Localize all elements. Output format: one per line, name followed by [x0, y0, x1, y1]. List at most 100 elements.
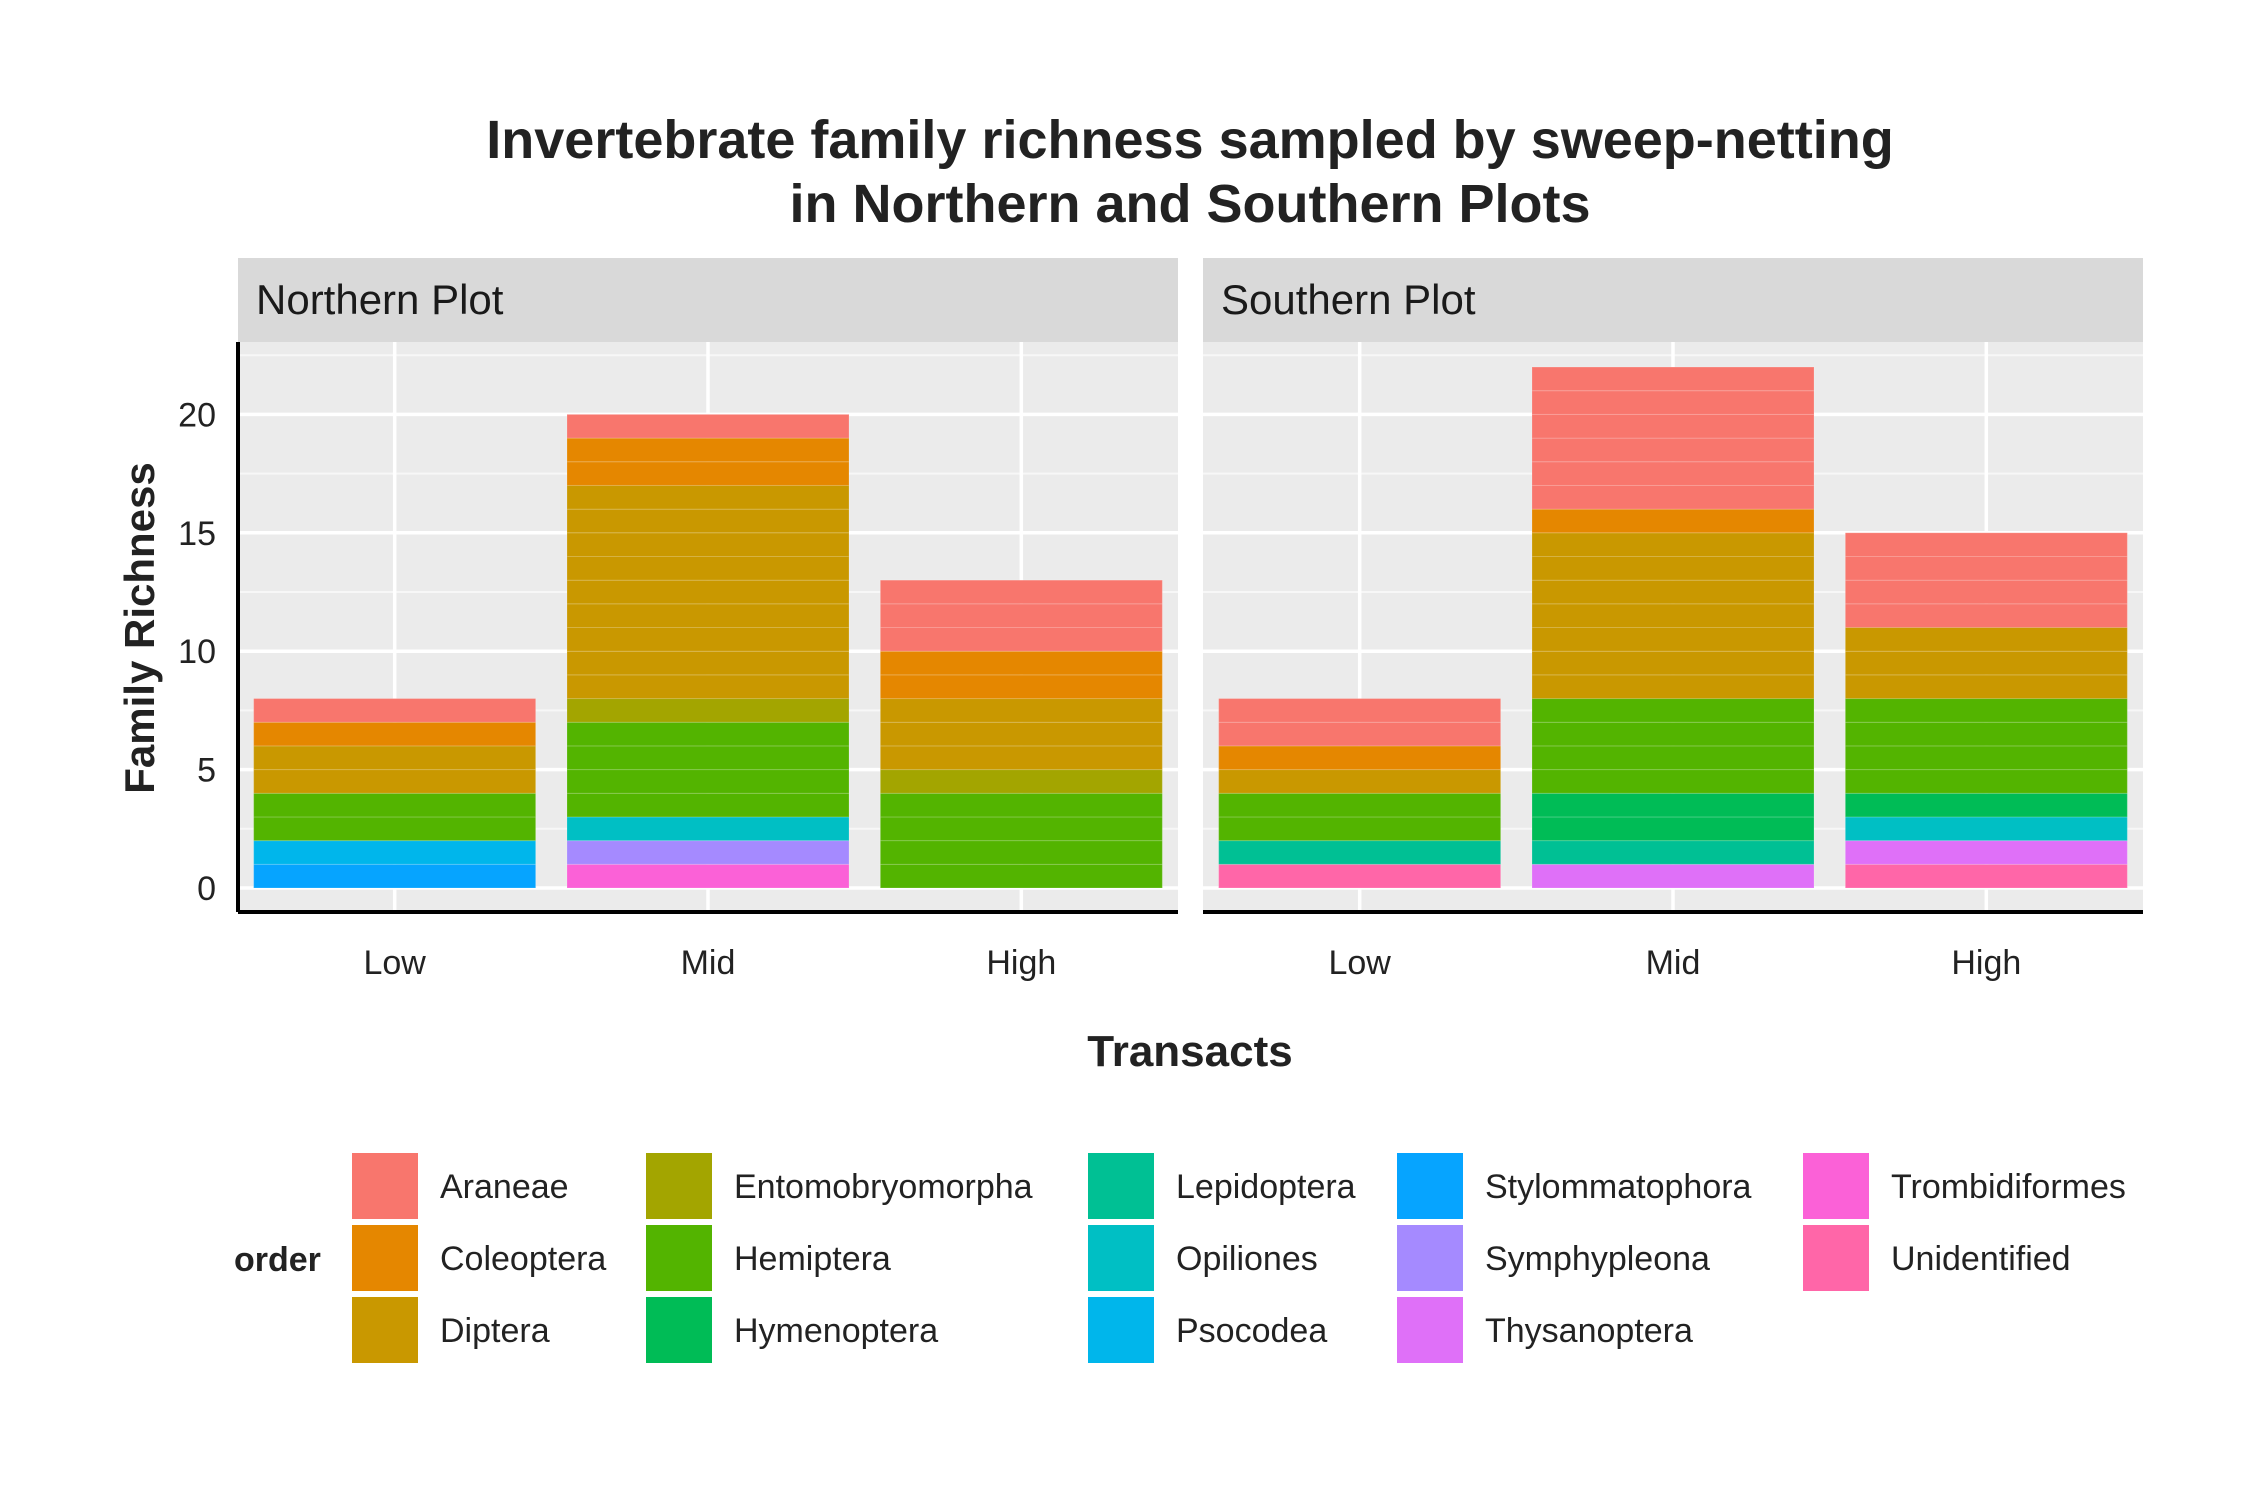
bar-segment-hemiptera [1531, 745, 1815, 771]
bar-segment-hemiptera [566, 792, 850, 818]
bar-segment-araneae [1531, 366, 1815, 392]
bar-segment-diptera [1218, 769, 1502, 794]
bar-high [1844, 532, 2128, 889]
bar-segment-diptera [1531, 555, 1815, 581]
bar-segment-diptera [253, 769, 537, 794]
bar-segment-araneae [1844, 579, 2128, 605]
bar-segment-opiliones [1844, 816, 2128, 842]
x-tick-label: Low [363, 944, 426, 982]
legend-key-swatch [352, 1297, 418, 1363]
legend-entry-unidentified: Unidentified [1803, 1225, 2071, 1291]
legend-key-swatch [646, 1297, 712, 1363]
bar-segment-diptera [253, 745, 537, 771]
y-tick-label: 10 [178, 633, 216, 671]
bar-segment-coleoptera [253, 721, 537, 747]
bar-segment-araneae [1531, 413, 1815, 439]
bar-segment-diptera [879, 745, 1163, 771]
bar-low [253, 698, 537, 889]
legend-key-swatch [646, 1153, 712, 1219]
bar-segment-diptera [1844, 650, 2128, 676]
bar-segment-hemiptera [879, 863, 1163, 889]
x-tick-label: High [1951, 944, 2021, 982]
bar-segment-hemiptera [253, 792, 537, 818]
bar-segment-diptera [1531, 603, 1815, 629]
bar-segment-coleoptera [1218, 745, 1502, 771]
panel-southern-plot: Southern Plot Low Mid High [1203, 258, 2143, 982]
legend-entry-label: Araneae [440, 1168, 569, 1206]
bar-segment-diptera [1531, 627, 1815, 652]
bar-segment-diptera [566, 508, 850, 534]
panel-strip-label: Southern Plot [1221, 276, 1476, 323]
bar-segment-hemiptera [1844, 698, 2128, 723]
bar-segment-araneae [253, 698, 537, 723]
legend-entry-label: Unidentified [1891, 1240, 2071, 1278]
bar-segment-diptera [1531, 674, 1815, 700]
bar-segment-hemiptera [1531, 769, 1815, 794]
bar-segment-araneae [1531, 461, 1815, 486]
bar-segment-diptera [566, 650, 850, 676]
bar-segment-hemiptera [1844, 745, 2128, 771]
bar-segment-diptera [1844, 627, 2128, 652]
bar-segment-araneae [1844, 532, 2128, 557]
bar-segment-araneae [879, 627, 1163, 652]
legend-entry-label: Diptera [440, 1312, 550, 1350]
bar-low [1218, 698, 1502, 889]
legend-entry-hemiptera: Hemiptera [646, 1225, 891, 1291]
bar-segment-psocodea [253, 840, 537, 865]
legend-entry-label: Stylommatophora [1485, 1168, 1752, 1206]
legend-key-swatch [1088, 1153, 1154, 1219]
bar-segment-hymenoptera [1531, 792, 1815, 818]
legend-entry-symphypleona: Symphypleona [1397, 1225, 1710, 1291]
legend-key-swatch [352, 1153, 418, 1219]
x-tick-label: Low [1328, 944, 1391, 982]
bar-segment-lepidoptera [1218, 840, 1502, 865]
bar-segment-araneae [1218, 721, 1502, 747]
bar-segment-opiliones [566, 816, 850, 842]
bar-segment-araneae [1844, 555, 2128, 581]
y-tick-label: 15 [178, 515, 216, 553]
y-axis: 0 5 10 15 20 [178, 342, 240, 912]
bar-segment-hemiptera [1218, 792, 1502, 818]
legend: order Araneae Coleoptera Diptera Entomobryom… [234, 1153, 2126, 1363]
bar-segment-hemiptera [253, 816, 537, 842]
legend-entry-psocodea: Psocodea [1088, 1297, 1327, 1363]
bar-mid [1531, 366, 1815, 889]
bar-segment-thysanoptera [1844, 840, 2128, 865]
bar-segment-diptera [879, 698, 1163, 723]
bar-segment-diptera [566, 484, 850, 510]
bar-segment-diptera [1531, 579, 1815, 605]
legend-entry-hymenoptera: Hymenoptera [646, 1297, 938, 1363]
bar-segment-diptera [879, 721, 1163, 747]
bar-segment-diptera [566, 674, 850, 700]
x-tick-label: Mid [1646, 944, 1701, 982]
bar-segment-stylommatophora [253, 863, 537, 889]
bar-segment-diptera [566, 627, 850, 652]
bar-segment-araneae [1531, 437, 1815, 463]
bar-segment-unidentified [1218, 863, 1502, 889]
bar-segment-trombidiformes [566, 863, 850, 889]
bar-segment-araneae [566, 413, 850, 439]
bar-segment-diptera [1531, 650, 1815, 676]
legend-key-swatch [1088, 1225, 1154, 1291]
panel-strip [238, 258, 1178, 342]
legend-entry-araneae: Araneae [352, 1153, 569, 1219]
bar-segment-symphypleona [566, 840, 850, 865]
y-tick-label: 20 [178, 396, 216, 434]
bar-segment-lepidoptera [1531, 840, 1815, 865]
bar-segment-entomobryomorpha [879, 769, 1163, 794]
legend-entry-label: Trombidiformes [1891, 1168, 2126, 1206]
bar-segment-coleoptera [566, 461, 850, 486]
bar-segment-araneae [879, 579, 1163, 605]
legend-entry-stylommatophora: Stylommatophora [1397, 1153, 1752, 1219]
bar-segment-araneae [1218, 698, 1502, 723]
bar-segment-diptera [566, 603, 850, 629]
x-tick-label: Mid [681, 944, 736, 982]
bar-segment-hemiptera [566, 721, 850, 747]
bar-segment-araneae [879, 603, 1163, 629]
bar-segment-hemiptera [1531, 721, 1815, 747]
y-axis-label: Family Richness [116, 462, 163, 793]
x-tick-label: High [986, 944, 1056, 982]
legend-key-swatch [1088, 1297, 1154, 1363]
y-tick-label: 5 [197, 752, 216, 790]
